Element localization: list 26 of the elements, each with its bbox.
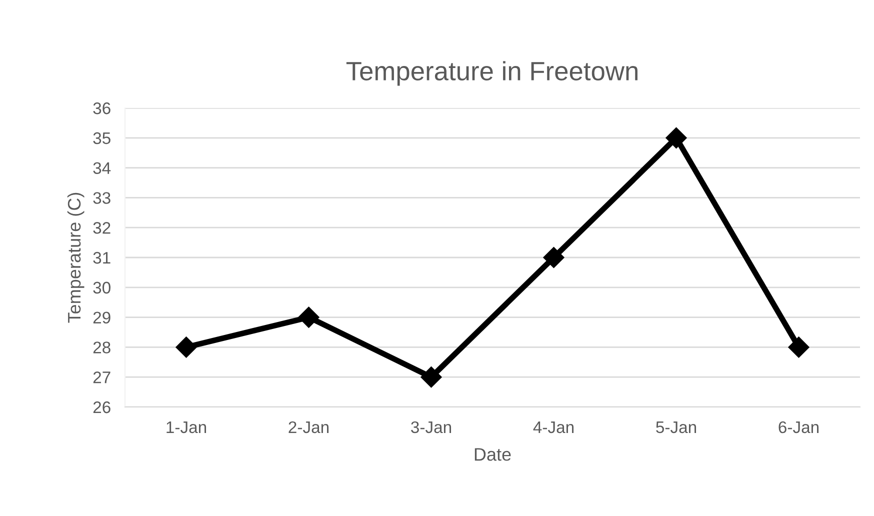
x-axis-title: Date bbox=[474, 448, 511, 461]
y-tick-label: 29 bbox=[93, 312, 110, 324]
chart-title: Temperature in Freetown bbox=[346, 61, 638, 86]
x-tick-label: 2-Jan bbox=[288, 421, 329, 434]
y-tick-label: 33 bbox=[93, 192, 110, 204]
x-tick-label: 3-Jan bbox=[411, 421, 452, 434]
x-tick-label: 1-Jan bbox=[166, 422, 206, 434]
point bbox=[420, 366, 442, 388]
x-tick-label: 5-Jan bbox=[656, 422, 696, 434]
x-tick-label: 4-Jan bbox=[533, 422, 574, 434]
point bbox=[176, 336, 197, 358]
point bbox=[666, 127, 687, 148]
y-tick-label: 30 bbox=[93, 282, 110, 294]
y-tick-label: 35 bbox=[93, 132, 110, 144]
y-tick-label: 31 bbox=[93, 252, 110, 264]
y-tick-label: 26 bbox=[93, 401, 110, 414]
y-tick-label: 32 bbox=[93, 222, 110, 234]
y-axis-title: Temperature (C) bbox=[67, 192, 84, 323]
y-tick-label: 27 bbox=[93, 372, 110, 384]
point bbox=[788, 336, 810, 358]
point bbox=[543, 246, 564, 268]
y-tick-label: 34 bbox=[93, 162, 111, 174]
x-tick-label: 6-Jan bbox=[778, 421, 819, 434]
y-tick-label: 36 bbox=[93, 102, 110, 114]
y-tick-label: 28 bbox=[93, 342, 110, 354]
point bbox=[298, 306, 320, 328]
